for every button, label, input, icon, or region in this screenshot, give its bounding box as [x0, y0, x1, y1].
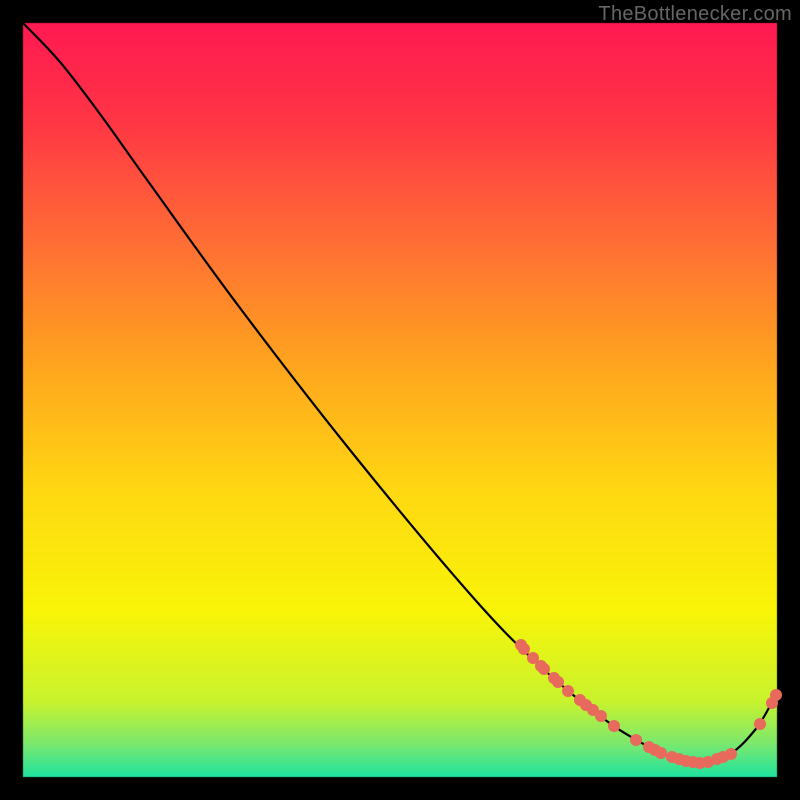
watermark-text: TheBottlenecker.com	[598, 3, 792, 26]
gradient-background	[0, 0, 800, 800]
chart-container: TheBottlenecker.com	[0, 0, 800, 800]
